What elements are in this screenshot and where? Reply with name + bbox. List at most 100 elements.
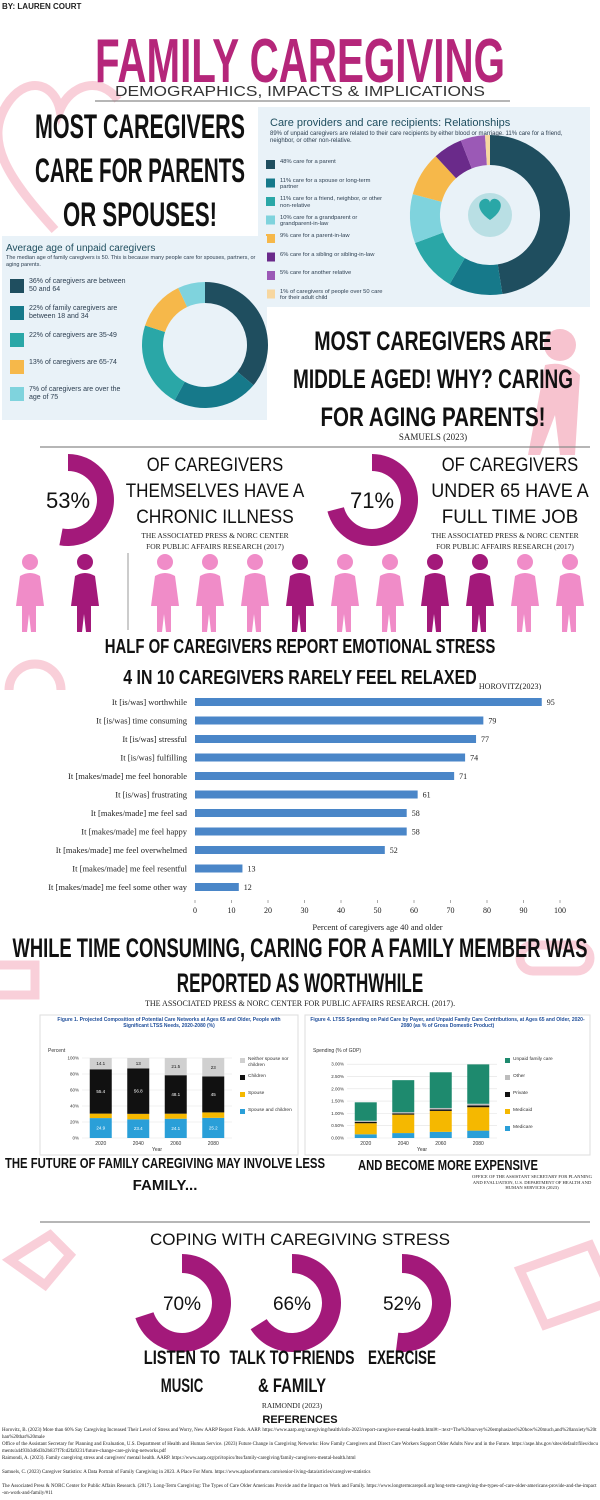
headline-line: MOST CAREGIVERS (35, 108, 245, 146)
bar (195, 698, 542, 706)
x-tick-label: 60 (410, 906, 418, 915)
person-body (241, 573, 269, 632)
source: OFFICE OF THE ASSISTANT SECRETARY FOR PL… (472, 1174, 592, 1190)
category-label: It [is/was] fulfilling (120, 753, 187, 763)
bar-segment (89, 1113, 112, 1119)
legend-swatch (505, 1109, 510, 1114)
value-label: 95 (547, 698, 555, 707)
headline-line: TALK TO FRIENDS (230, 1348, 355, 1369)
reference: Horovitz, B. (2023) More than 60% Say Ca… (2, 1428, 597, 1440)
legend-label: 13% of caregivers are 65-74 (29, 359, 117, 366)
segment-label: 45 (211, 1092, 217, 1097)
bar (195, 772, 455, 780)
figure-title: Figure 1. Projected Composition of Poten… (57, 1017, 281, 1029)
category-label: It [makes/made] me feel happy (81, 827, 187, 837)
bar-segment (164, 1118, 187, 1138)
bar-segment (127, 1068, 150, 1114)
legend-label: Spouse and children (248, 1108, 292, 1113)
bar (195, 809, 407, 817)
person-body (421, 573, 449, 632)
headline-line: CARE FOR PARENTS (35, 152, 245, 190)
legend-swatch (10, 387, 24, 401)
segment-label: 23.4 (134, 1126, 143, 1131)
ring-label: 66% (273, 1294, 311, 1315)
ring-label: 52% (383, 1294, 421, 1315)
bar-segment (429, 1072, 452, 1108)
bar-segment (202, 1117, 225, 1138)
y-tick-label: 0.00% (331, 1136, 344, 1141)
headline-line: FOR AGING PARENTS! (321, 402, 546, 432)
legend-label: Private (513, 1091, 528, 1096)
legend-label: Spouse (248, 1091, 265, 1096)
y-tick-label: 0.50% (331, 1123, 344, 1128)
category-label: It [makes/made] me feel honorable (68, 771, 187, 781)
segment-label: 13 (136, 1061, 142, 1066)
reference: The Associated Press & NORC Center for P… (2, 1484, 597, 1496)
legend-label: 11% care for a friend, neighbor, or othe… (280, 196, 383, 209)
person-body (556, 573, 584, 632)
headline-line: OR SPOUSES! (63, 196, 217, 234)
x-axis-label: Percent of caregivers age 40 and older (312, 922, 442, 932)
person-body (331, 573, 359, 632)
headline-line: LISTEN TO (144, 1348, 221, 1369)
title: FAMILY CAREGIVING (95, 27, 505, 96)
bar-segment (429, 1131, 452, 1138)
y-tick-label: 3.00% (331, 1062, 344, 1067)
legend-swatch (240, 1109, 245, 1114)
bar (195, 883, 239, 891)
legend-swatch (505, 1126, 510, 1131)
legend-label: Children (248, 1074, 266, 1079)
bar-segment (467, 1064, 490, 1104)
x-tick-label: 2020 (360, 1141, 371, 1147)
donut-segment (490, 135, 570, 295)
bar-segment (392, 1133, 415, 1138)
bar (195, 846, 385, 854)
category-label: It [makes/made] me feel sad (91, 808, 188, 818)
reference: Raimondi, A. (2023). Family caregiving s… (2, 1456, 356, 1461)
bar-segment (392, 1112, 415, 1114)
segment-label: 55.4 (96, 1089, 105, 1094)
bar-segment (354, 1122, 377, 1124)
person-head (562, 554, 578, 570)
references-title: REFERENCES (262, 1414, 337, 1426)
person-head (472, 554, 488, 570)
ring-value (59, 454, 114, 546)
headline-line: HALF OF CAREGIVERS REPORT EMOTIONAL STRE… (105, 636, 496, 658)
legend-swatch (266, 178, 275, 188)
legend-label: 5% care for another relative (280, 270, 352, 276)
arrow-figure (1, 1229, 77, 1292)
donut-segment (412, 156, 457, 202)
bar-segment (392, 1114, 415, 1134)
person-head (157, 554, 173, 570)
legend-swatch (240, 1092, 245, 1097)
bar (195, 790, 418, 799)
y-tick-label: 2.00% (331, 1086, 344, 1091)
category-label: It [is/was] time consuming (96, 716, 188, 726)
y-axis-label: Percent (48, 1048, 66, 1054)
bar-segment (429, 1110, 452, 1132)
x-tick-label: 80 (483, 906, 491, 915)
segment-label: 23 (211, 1065, 217, 1070)
legend-label: Medicaid (513, 1108, 533, 1113)
bar-segment (467, 1103, 490, 1106)
x-tick-label: 0 (193, 906, 197, 915)
category-label: It [makes/made] me feel resentful (72, 864, 187, 874)
person-head (292, 554, 308, 570)
bar-segment (89, 1069, 112, 1114)
subtitle: DEMOGRAPHICS, IMPACTS & IMPLICATIONS (115, 83, 485, 100)
section-title: COPING WITH CAREGIVING STRESS (150, 1230, 450, 1249)
legend-label: 22% of caregivers are 35-49 (29, 332, 117, 339)
ring-label: 53% (46, 488, 90, 513)
legend-swatch (240, 1075, 245, 1080)
x-tick-label: 30 (301, 906, 309, 915)
x-tick-label: 2080 (208, 1141, 219, 1147)
x-tick-label: 2040 (398, 1141, 409, 1147)
byline: BY: LAUREN COURT (2, 2, 82, 11)
source: RAIMONDI (2023) (262, 1401, 323, 1410)
figure-body (528, 363, 580, 455)
bar-segment (202, 1112, 225, 1118)
x-axis-label: Year (417, 1147, 427, 1153)
person-head (427, 554, 443, 570)
panel-note: 89% of unpaid caregivers are related to … (270, 131, 563, 145)
